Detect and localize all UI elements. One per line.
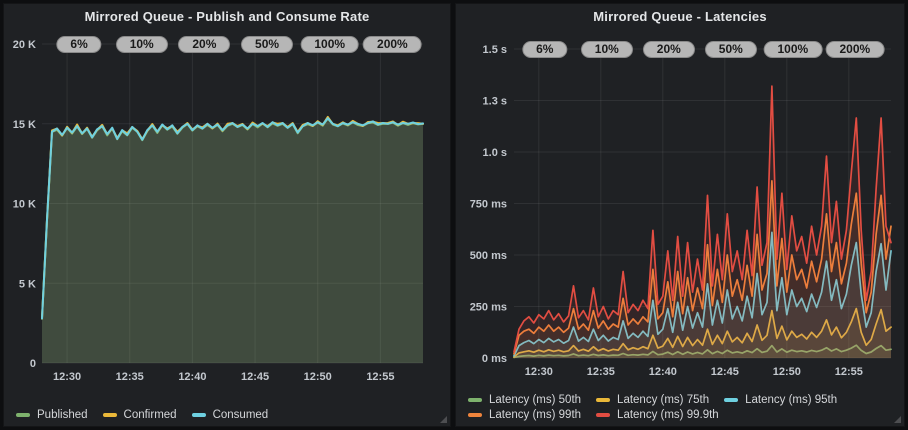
legend-swatch-icon <box>596 398 611 402</box>
legend-item[interactable]: Published <box>16 409 88 421</box>
series-fill <box>514 180 891 358</box>
panel-publish-consume-rate: Mirrored Queue - Publish and Consume Rat… <box>4 4 450 426</box>
annotation-marker[interactable]: 20% <box>178 36 231 53</box>
series-fill <box>514 345 891 358</box>
legend-swatch-icon <box>16 413 30 417</box>
legend-label: Published <box>37 409 88 421</box>
legend-label: Latency (ms) 99th <box>489 409 582 421</box>
legend-swatch-icon <box>191 413 206 417</box>
x-axis-tick-label: 12:40 <box>649 366 677 378</box>
annotation-marker[interactable]: 200% <box>825 41 885 58</box>
annotation-marker[interactable]: 20% <box>642 41 695 58</box>
legend-swatch-icon <box>596 413 611 417</box>
legend-item[interactable]: Latency (ms) 99.9th <box>596 409 719 421</box>
chart-canvas[interactable]: 0 5 K 10 K 15 K 20 K 12:30 12:35 12:40 12:45 12:5… <box>4 4 450 426</box>
x-axis-tick-label: 12:45 <box>241 371 269 383</box>
y-axis-tick-label: 0 <box>30 358 36 370</box>
series-fill <box>42 118 423 363</box>
series-line <box>41 117 424 320</box>
x-axis-tick-label: 12:50 <box>304 371 332 383</box>
legend-item[interactable]: Confirmed <box>102 409 177 421</box>
series-line <box>513 179 892 355</box>
x-axis-tick-label: 12:50 <box>773 366 801 378</box>
annotation-marker[interactable]: 100% <box>300 36 360 53</box>
annotation-marker[interactable]: 50% <box>704 41 757 58</box>
legend-item[interactable]: Latency (ms) 95th <box>724 394 837 406</box>
series-fill <box>42 116 423 364</box>
panel-title[interactable]: Mirrored Queue - Latencies <box>593 9 767 24</box>
series-fill <box>514 232 891 358</box>
legend-swatch-icon <box>724 398 739 402</box>
annotation-marker[interactable]: 50% <box>241 36 294 53</box>
legend: Latency (ms) 50th Latency (ms) 75th Latenc… <box>468 391 852 421</box>
legend-label: Latency (ms) 75th <box>617 394 710 406</box>
annotation-marker[interactable]: 10% <box>115 36 168 53</box>
series-line <box>513 307 892 358</box>
series-fill <box>514 86 891 358</box>
y-axis-tick-label: 5 K <box>19 278 36 290</box>
chart-canvas[interactable]: 0 ms 250 ms 500 ms 750 ms 1.0 s 1.3 s 1.5 s 12:… <box>456 4 904 426</box>
legend-item[interactable]: Latency (ms) 99th <box>468 409 581 421</box>
legend-label: Consumed <box>212 409 269 421</box>
panel-resize-handle[interactable] <box>894 416 901 423</box>
panel-resize-handle[interactable] <box>440 416 447 423</box>
y-axis-tick-label: 250 ms <box>470 302 507 314</box>
legend-swatch-icon <box>468 398 482 402</box>
legend-swatch-icon <box>468 413 482 417</box>
panel-title[interactable]: Mirrored Queue - Publish and Consume Rat… <box>84 9 370 24</box>
annotation-marker[interactable]: 6% <box>522 41 568 58</box>
series-fill <box>514 308 891 358</box>
x-axis-tick-label: 12:35 <box>587 366 615 378</box>
x-axis-tick-label: 12:30 <box>53 371 81 383</box>
x-axis-tick-label: 12:35 <box>116 371 144 383</box>
y-axis-tick-label: 1.0 s <box>483 147 507 159</box>
x-axis-tick-label: 12:55 <box>835 366 863 378</box>
y-axis-tick-label: 500 ms <box>470 250 507 262</box>
y-axis-tick-label: 15 K <box>13 119 36 131</box>
annotation-marker[interactable]: 100% <box>763 41 823 58</box>
x-axis-tick-label: 12:45 <box>711 366 739 378</box>
x-axis-tick-label: 12:40 <box>178 371 206 383</box>
series-line <box>513 231 892 357</box>
x-axis-tick-label: 12:55 <box>366 371 394 383</box>
y-axis-tick-label: 750 ms <box>470 199 507 211</box>
y-axis-tick-label: 10 K <box>13 199 36 211</box>
legend-label: Latency (ms) 95th <box>745 394 838 406</box>
y-axis-tick-label: 0 ms <box>482 353 507 365</box>
annotation-marker[interactable]: 10% <box>580 41 633 58</box>
series-line <box>513 344 892 359</box>
annotation-marker[interactable]: 6% <box>56 36 102 53</box>
legend-label: Confirmed <box>123 409 177 421</box>
legend-label: Latency (ms) 50th <box>489 394 582 406</box>
annotation-marker[interactable]: 200% <box>363 36 422 53</box>
y-axis-tick-label: 20 K <box>13 39 36 51</box>
legend: Published Confirmed Consumed <box>16 406 283 421</box>
series-line <box>513 85 892 353</box>
y-axis-tick-label: 1.5 s <box>483 44 507 56</box>
legend-item[interactable]: Consumed <box>191 409 269 421</box>
series-fill <box>42 118 423 363</box>
legend-swatch-icon <box>102 413 117 417</box>
y-axis-tick-label: 1.3 s <box>483 96 507 108</box>
legend-item[interactable]: Latency (ms) 50th <box>468 394 581 406</box>
panel-latencies: Mirrored Queue - Latencies 0 ms 250 ms 500… <box>456 4 904 426</box>
legend-item[interactable]: Latency (ms) 75th <box>596 394 709 406</box>
x-axis-tick-label: 12:30 <box>525 366 553 378</box>
legend-label: Latency (ms) 99.9th <box>617 409 719 421</box>
